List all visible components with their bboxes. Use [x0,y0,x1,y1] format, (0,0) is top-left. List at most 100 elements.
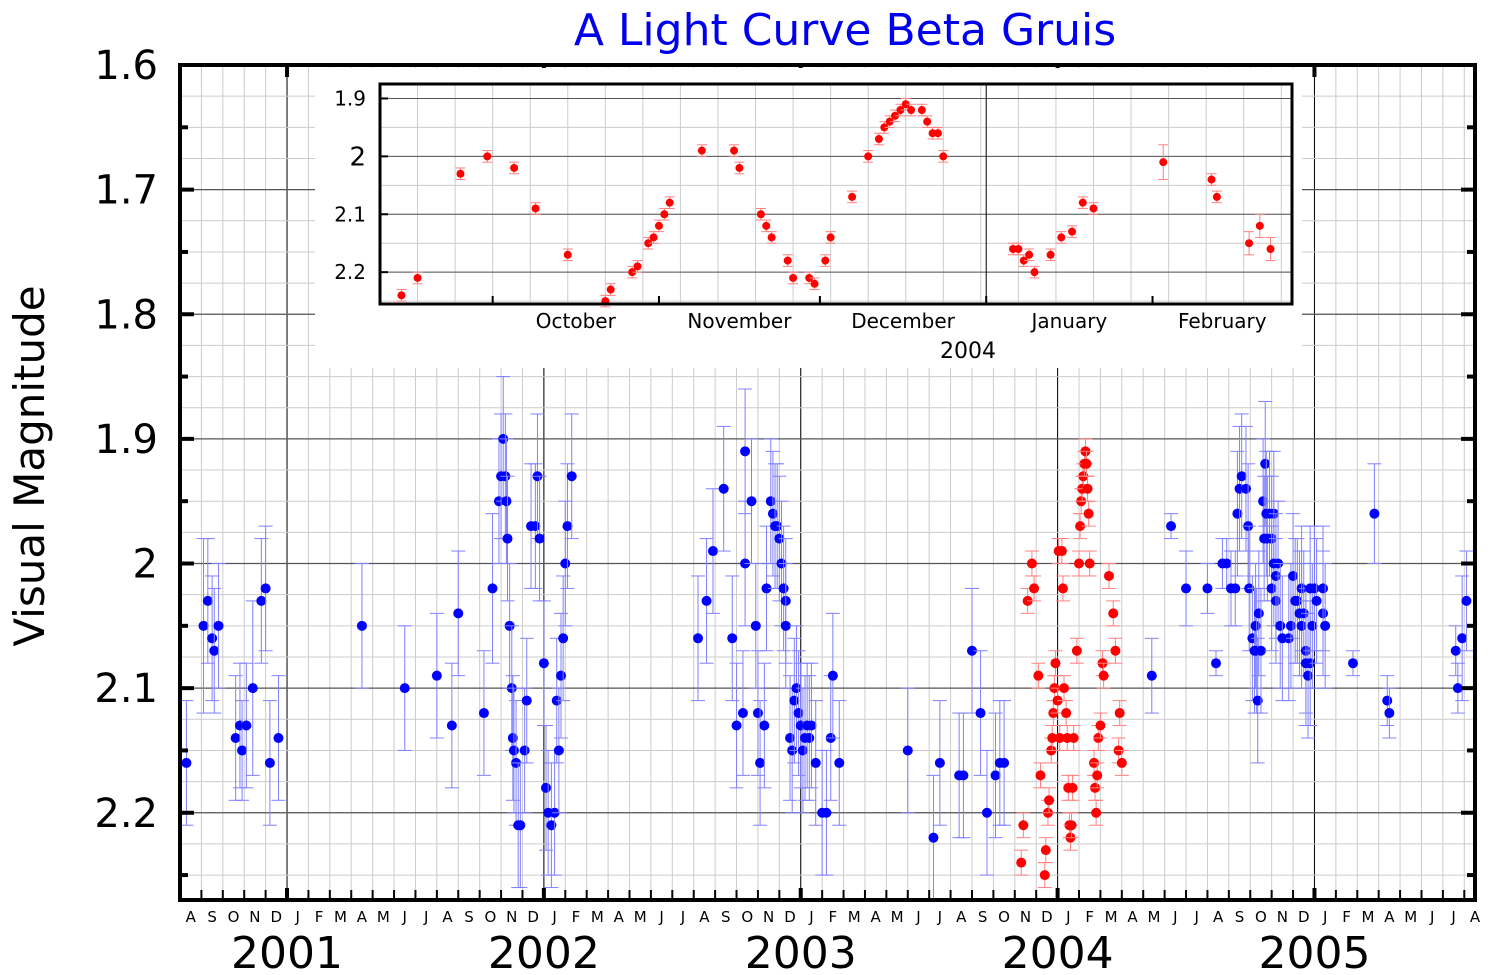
inset-data-point [880,123,889,132]
inset-data-point [885,117,894,126]
red-data-point [1056,546,1067,557]
blue-data-point [1255,645,1266,656]
month-label: S [721,908,731,926]
month-label: O [484,908,496,926]
inset-data-point [939,152,948,161]
blue-data-point [515,820,526,831]
blue-data-point [247,683,258,694]
blue-data-point [1166,521,1177,532]
month-label: J [808,908,813,926]
blue-data-point [761,583,772,594]
month-label: M [1105,908,1118,926]
blue-data-point [198,620,209,631]
blue-data-point [556,670,567,681]
year-label: 2002 [488,928,600,975]
blue-data-point [546,820,557,831]
month-label: A [1213,908,1224,926]
y-axis-label: Visual Magnitude [5,285,54,646]
inset-data-point [1266,245,1275,253]
month-label: A [614,908,625,926]
year-label: 2003 [745,928,857,975]
month-label: F [315,908,324,926]
blue-data-point [530,521,541,532]
blue-data-point [502,533,513,544]
month-label: A [1384,908,1395,926]
y-tick-label: 1.6 [94,43,158,89]
blue-data-point [755,757,766,768]
inset-data-point [874,135,883,143]
blue-data-point [202,595,213,606]
blue-data-point [1232,508,1243,519]
blue-data-point [538,658,549,669]
blue-data-point [834,757,845,768]
month-label: J [551,908,556,926]
month-label: M [334,908,347,926]
month-label: D [1041,908,1053,926]
blue-data-point [789,695,800,706]
red-data-point [1039,870,1050,881]
red-data-point [1075,521,1086,532]
red-data-point [1047,732,1058,743]
month-label: J [295,908,300,926]
inset-data-point [1207,175,1216,184]
blue-data-point [1240,483,1251,494]
blue-data-point [560,558,571,569]
month-label: F [1342,908,1351,926]
inset-data-point [1014,245,1023,253]
month-label: M [377,908,390,926]
blue-data-point [1452,683,1463,694]
blue-data-point [975,708,986,719]
blue-data-point [1320,620,1331,631]
blue-data-point [731,720,742,731]
blue-data-point [1307,620,1318,631]
month-label: O [228,908,240,926]
month-label: S [1235,908,1245,926]
inset-data-point [531,204,540,213]
month-label: J [915,908,920,926]
year-label: 2004 [1002,928,1114,975]
blue-data-point [1303,670,1314,681]
month-label: A [186,908,197,926]
main-data-points [179,376,1474,901]
inset-y-tick-label: 2.1 [334,202,366,226]
inset-data-point [901,100,910,109]
blue-data-point [541,782,552,793]
inset-data-point [606,285,615,294]
month-label: N [1277,908,1288,926]
blue-data-point [558,633,569,644]
blue-data-point [1275,620,1286,631]
month-label: M [1361,908,1374,926]
blue-data-point [806,720,817,731]
inset-data-point [1089,204,1098,213]
inset-data-point [762,221,771,230]
blue-data-point [1252,695,1263,706]
month-label: A [956,908,967,926]
inset-y-tick-label: 2 [349,142,366,172]
blue-data-point [785,732,796,743]
month-label: J [423,908,428,926]
blue-data-point [804,732,815,743]
blue-data-point [999,757,1010,768]
blue-data-point [1461,595,1472,606]
inset-data-point [756,210,765,219]
inset-data-point [644,239,653,248]
blue-data-point [260,583,271,594]
blue-data-point [1146,670,1157,681]
blue-data-point [566,471,577,482]
month-label: J [680,908,685,926]
red-data-point [1068,732,1079,743]
month-label: J [1322,908,1327,926]
month-label: J [1450,908,1455,926]
blue-data-point [793,708,804,719]
blue-data-point [934,757,945,768]
red-data-point [1098,670,1109,681]
blue-data-point [1260,458,1271,469]
blue-data-point [207,633,218,644]
red-data-point [1082,483,1093,494]
blue-data-point [780,620,791,631]
red-data-point [1067,782,1078,793]
red-data-point [1026,558,1037,569]
blue-data-point [1236,471,1247,482]
blue-data-point [752,708,763,719]
month-label: J [1429,908,1434,926]
